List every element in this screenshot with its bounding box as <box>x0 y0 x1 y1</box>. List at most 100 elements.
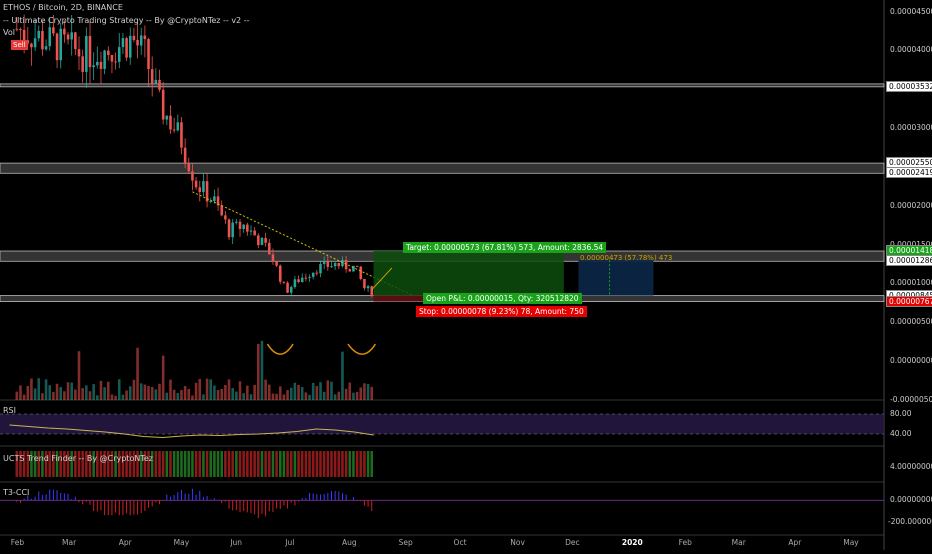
candle-body <box>333 263 337 267</box>
candle-body <box>355 265 359 267</box>
month-tick-label: Apr <box>788 538 802 547</box>
ucts-bar <box>333 451 337 477</box>
candle-body <box>304 277 308 279</box>
ucts-bar <box>297 451 300 477</box>
price-tick-label: 0.00000000 <box>890 356 932 366</box>
ucts-bar <box>110 451 114 477</box>
volume-bar <box>15 391 19 400</box>
month-tick-label: Aug <box>341 538 357 547</box>
price-tick-label: 0.00001000 <box>890 278 932 288</box>
volume-bar <box>352 392 355 400</box>
ucts-bar <box>348 451 352 477</box>
ucts-bar <box>96 451 99 477</box>
candle-body <box>48 27 52 47</box>
ucts-bar <box>315 451 319 477</box>
volume-bar <box>297 384 300 400</box>
ucts-bar <box>85 451 88 477</box>
candle-body <box>224 215 227 220</box>
stop-label: Stop: 0.00000078 (9.23%) 78, Amount: 750 <box>416 306 587 317</box>
volume-bar <box>209 379 213 400</box>
volume-bar <box>319 382 322 400</box>
ucts-bar <box>282 451 286 477</box>
volume-bar <box>275 393 278 400</box>
candle-body <box>289 287 293 293</box>
ucts-label: UCTS Trend Finder -- By @CryptoNTez <box>3 454 153 463</box>
ucts-bar <box>275 451 278 477</box>
ucts-bar <box>37 451 41 477</box>
volume-bar <box>344 388 348 400</box>
candle-body <box>44 46 48 50</box>
candle-body <box>363 278 366 289</box>
month-tick-label: Mar <box>731 538 746 547</box>
volume-bar <box>304 392 308 400</box>
ucts-bar <box>213 451 216 477</box>
volume-bar <box>63 391 66 400</box>
month-tick-label: Dec <box>565 538 580 547</box>
candle-body <box>85 35 88 72</box>
candle-body <box>154 79 158 84</box>
volume-bar <box>227 379 231 400</box>
volume-bar <box>249 394 253 400</box>
candle-body <box>322 261 326 264</box>
volume-bar <box>30 378 33 400</box>
ucts-bar <box>26 451 30 477</box>
ucts-bar <box>19 451 22 477</box>
volume-bar <box>22 394 26 400</box>
ucts-bar <box>30 451 33 477</box>
volume-bar <box>187 388 191 400</box>
candle-body <box>242 224 245 229</box>
ucts-bar <box>81 451 84 477</box>
candle-body <box>330 266 333 268</box>
candle-body <box>216 196 220 206</box>
candle-body <box>114 61 117 63</box>
volume-bar <box>286 390 289 400</box>
candle-body <box>147 39 150 70</box>
ucts-bar <box>304 451 308 477</box>
candle-body <box>209 200 213 202</box>
month-tick-label: Feb <box>678 538 692 547</box>
candle-body <box>41 30 44 50</box>
candle-body <box>132 35 136 40</box>
candle-body <box>311 272 315 277</box>
volume-bar <box>235 391 238 400</box>
ucts-bar <box>257 451 260 477</box>
ucts-bar <box>132 451 136 477</box>
ucts-bar <box>114 451 117 477</box>
volume-bar <box>271 393 275 400</box>
candle-body <box>15 28 19 30</box>
candle-body <box>249 230 253 232</box>
candle-body <box>326 261 330 267</box>
volume-bar <box>278 386 282 400</box>
ucts-bar <box>176 451 180 477</box>
candle-body <box>198 187 202 193</box>
ucts-bar <box>355 451 359 477</box>
volume-bar <box>268 384 271 400</box>
rsi-label: RSI <box>3 406 16 415</box>
candle-body <box>220 205 223 216</box>
volume-bar <box>117 379 121 400</box>
candle-body <box>117 47 121 62</box>
ucts-bar <box>172 451 176 477</box>
strategy-title: -- Ultimate Crypto Trading Strategy -- B… <box>3 16 250 25</box>
candle-body <box>103 50 106 69</box>
sr-zone <box>0 83 885 88</box>
volume-bar <box>88 391 92 400</box>
candle-body <box>308 276 311 278</box>
volume-bar <box>103 387 106 400</box>
volume-bar <box>315 386 319 400</box>
volume-bar <box>128 386 132 400</box>
candle-body <box>172 129 176 131</box>
volume-bar <box>41 393 44 400</box>
ucts-bar <box>59 451 62 477</box>
volume-bar <box>26 385 30 400</box>
candle-body <box>136 39 139 46</box>
volume-bar <box>158 383 161 400</box>
volume-bar <box>326 380 330 400</box>
ucts-bar <box>352 451 355 477</box>
open-pnl-label: Open P&L: 0.00000015, Qty: 320512820 <box>423 293 582 304</box>
ucts-bar <box>330 451 333 477</box>
candle-body <box>19 29 22 31</box>
volume-bar <box>246 385 249 400</box>
